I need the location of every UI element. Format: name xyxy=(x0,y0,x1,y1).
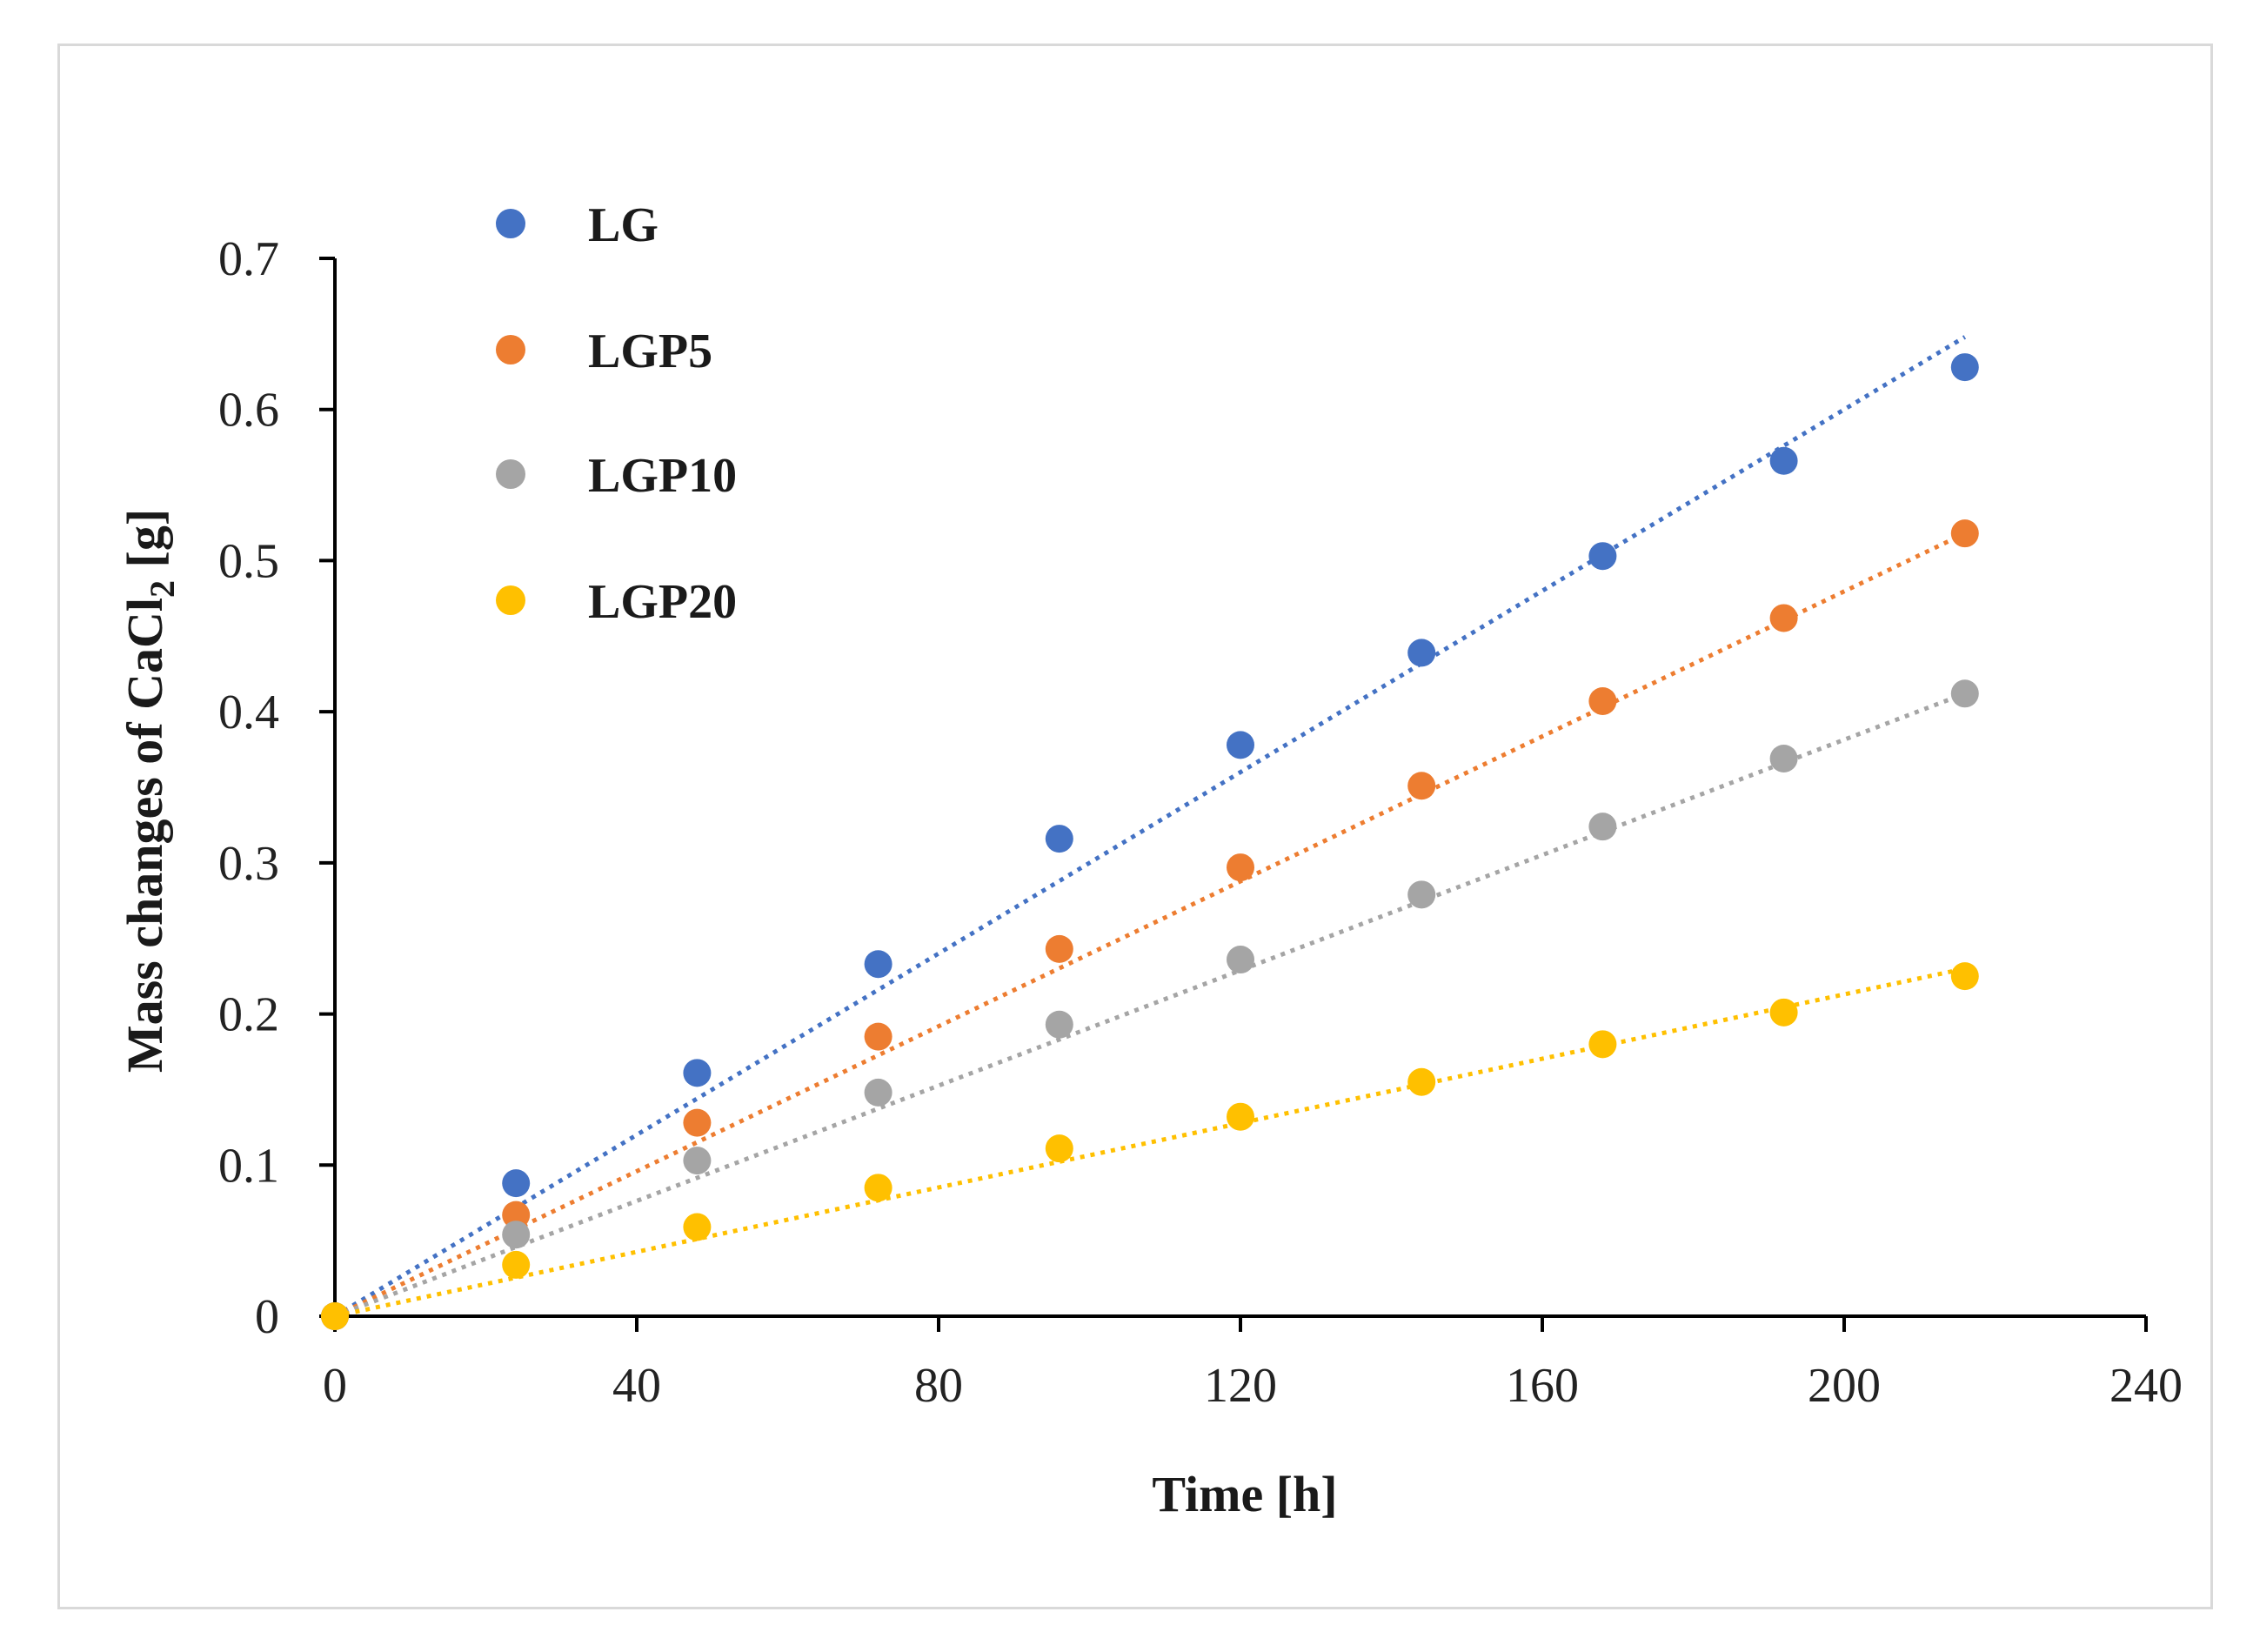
point-lg xyxy=(864,950,893,979)
point-lg xyxy=(1588,542,1617,571)
point-lgp20 xyxy=(1588,1030,1617,1059)
legend-label-lgp5: LGP5 xyxy=(588,324,712,378)
point-lg xyxy=(683,1059,712,1087)
point-lg xyxy=(502,1169,531,1198)
x-tick-label: 0 xyxy=(323,1359,347,1413)
y-tick-label: 0.5 xyxy=(218,534,279,588)
point-lgp10 xyxy=(1407,880,1436,909)
y-tick-label: 0 xyxy=(255,1290,279,1344)
legend-label-lgp10: LGP10 xyxy=(588,449,737,503)
point-lgp10 xyxy=(502,1221,531,1249)
y-tick-label: 0.3 xyxy=(218,837,279,891)
point-lgp5 xyxy=(1407,772,1436,800)
x-axis-title: Time [h] xyxy=(1152,1466,1337,1522)
legend-marker-lgp10 xyxy=(496,459,525,489)
point-lgp20 xyxy=(502,1250,531,1279)
point-lgp10 xyxy=(864,1078,893,1107)
point-lgp5 xyxy=(864,1022,893,1051)
point-lgp10 xyxy=(1227,946,1254,974)
ticks: 0 40 80 120 160 200 240 0 0.1 0.2 0.3 0.4 0.5 0.6 0.7 xyxy=(218,232,2183,1413)
point-lg xyxy=(1407,639,1436,667)
trendlines xyxy=(333,335,1967,1319)
point-lg xyxy=(1227,731,1254,759)
chart-frame xyxy=(57,43,2213,1609)
x-tick-label: 120 xyxy=(1204,1359,1277,1413)
point-lg xyxy=(1950,353,1979,382)
point-lg xyxy=(1769,446,1798,475)
point-lgp20 xyxy=(321,1302,349,1330)
point-lgp20 xyxy=(1227,1102,1254,1131)
point-lgp10 xyxy=(1769,744,1798,772)
point-lgp20 xyxy=(1407,1067,1436,1096)
point-lgp5 xyxy=(502,1201,531,1229)
legend-marker-lgp5 xyxy=(496,335,525,365)
legend-marker-lgp20 xyxy=(496,585,525,615)
point-lgp10 xyxy=(1045,1010,1073,1039)
trendline-lg xyxy=(333,335,1967,1319)
point-lgp10 xyxy=(1588,813,1617,841)
point-lgp5 xyxy=(1950,519,1979,548)
axes xyxy=(333,258,2146,1318)
x-tick-label: 200 xyxy=(1808,1359,1881,1413)
data-points xyxy=(321,353,1979,1330)
point-lgp5 xyxy=(1045,934,1073,963)
point-lgp20 xyxy=(1045,1134,1073,1163)
trendline-lgp20 xyxy=(334,966,1966,1319)
trendline-lgp10 xyxy=(334,691,1966,1319)
point-lg xyxy=(1045,825,1073,853)
legend: LG LGP5 LGP10 LGP20 xyxy=(496,198,737,629)
y-tick-label: 0.7 xyxy=(218,232,279,286)
y-tick-label: 0.1 xyxy=(218,1139,279,1193)
point-lgp20 xyxy=(683,1213,712,1241)
point-lgp10 xyxy=(683,1147,712,1175)
point-lgp20 xyxy=(864,1174,893,1202)
x-tick-label: 240 xyxy=(2109,1359,2183,1413)
point-lgp5 xyxy=(1588,686,1617,715)
legend-marker-lg xyxy=(496,209,525,238)
point-lgp5 xyxy=(1227,853,1254,882)
point-lgp20 xyxy=(1950,962,1979,991)
point-lgp5 xyxy=(1769,604,1798,632)
x-tick-label: 80 xyxy=(914,1359,963,1413)
x-tick-label: 40 xyxy=(612,1359,661,1413)
y-tick-label: 0.6 xyxy=(218,384,279,438)
x-tick-label: 160 xyxy=(1506,1359,1579,1413)
trendline-lgp5 xyxy=(333,531,1966,1319)
y-axis-title-suffix: [g] xyxy=(117,509,173,580)
y-axis-title: Mass changes of CaCl2 [g] xyxy=(117,509,182,1073)
point-lgp5 xyxy=(683,1108,712,1137)
y-axis-title-subscript: 2 xyxy=(143,580,182,598)
y-axis-title-prefix: Mass changes of CaCl xyxy=(117,598,173,1073)
legend-label-lg: LG xyxy=(588,198,659,252)
legend-label-lgp20: LGP20 xyxy=(588,575,737,629)
point-lgp20 xyxy=(1769,998,1798,1027)
y-tick-label: 0.2 xyxy=(218,988,279,1042)
point-lgp10 xyxy=(1950,679,1979,708)
y-tick-label: 0.4 xyxy=(218,686,279,739)
